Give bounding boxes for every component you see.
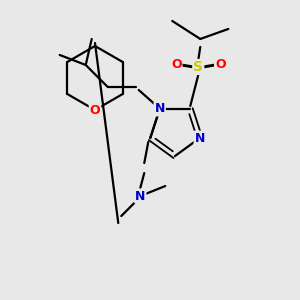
Text: S: S [193, 60, 203, 74]
Text: O: O [171, 58, 181, 71]
Text: N: N [194, 131, 205, 145]
Text: N: N [135, 190, 146, 202]
Text: O: O [215, 58, 226, 71]
Text: O: O [90, 103, 100, 116]
Text: N: N [154, 103, 165, 116]
